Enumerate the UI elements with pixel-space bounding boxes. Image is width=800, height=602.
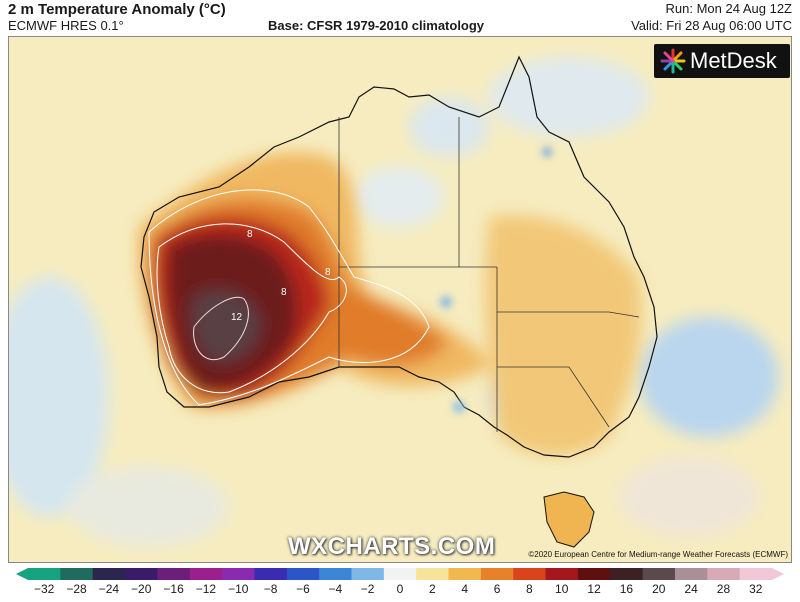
colorbar-segment — [383, 568, 417, 580]
colorbar-tick-label: −24 — [98, 582, 120, 596]
colorbar-tick-label: −2 — [360, 582, 375, 596]
australia-coastline — [140, 55, 658, 458]
colorbar-segment — [577, 568, 611, 580]
colorbar-tick-label: −10 — [228, 582, 249, 596]
contour-labels: 8 8 8 12 — [231, 229, 331, 323]
contour-label-12: 12 — [231, 312, 243, 323]
colorbar-segment — [513, 568, 547, 580]
colorbar-segment — [125, 568, 158, 580]
metdesk-starburst-icon — [660, 48, 686, 74]
colorbar-segment — [610, 568, 644, 580]
colorbar-segment — [222, 568, 256, 580]
colorbar-segment — [707, 568, 741, 580]
colorbar-left-arrow — [16, 568, 28, 580]
colorbar-segment — [480, 568, 514, 580]
inland-cool-spots — [440, 147, 552, 413]
colorbar-tick-label: −32 — [33, 582, 55, 596]
colorbar-tick-label: −16 — [163, 582, 184, 596]
colorbar-tick-label: 12 — [587, 582, 601, 596]
metdesk-logo-text: MetDesk — [690, 48, 777, 73]
state-borders — [338, 117, 640, 432]
colorbar-tick-label: 0 — [396, 582, 404, 596]
colorbar-segment — [157, 568, 191, 580]
colorbar-right-arrow — [772, 568, 784, 580]
colorbar-tick-label: 28 — [716, 582, 731, 596]
colorbar-segment — [642, 568, 676, 580]
colorbar-tick-label: 10 — [555, 582, 569, 596]
colorbar-tick-label: 4 — [461, 582, 469, 596]
colorbar-tick-label: −6 — [296, 582, 310, 596]
colorbar-segment — [351, 568, 385, 580]
contour-label-8: 8 — [281, 287, 287, 298]
colorbar-segment — [739, 568, 773, 580]
colorbar-tick-label: 20 — [652, 582, 666, 596]
tasmania-coastline — [543, 491, 595, 548]
colorbar-tick-label: −20 — [131, 582, 152, 596]
colorbar-segment — [189, 568, 223, 580]
colorbar-segment — [28, 568, 61, 580]
colorbar-tick-label: −12 — [195, 582, 217, 596]
wxcharts-watermark: WXCHARTS.COM — [288, 533, 496, 560]
anomaly-contours — [148, 189, 430, 406]
climatology-base-label: Base: CFSR 1979-2010 climatology — [268, 18, 485, 33]
chart-title: 2 m Temperature Anomaly (°C) — [8, 1, 226, 18]
colorbar-segment — [674, 568, 708, 580]
colorbar-segment — [286, 568, 320, 580]
colorbar — [16, 568, 784, 580]
colorbar-segment — [448, 568, 482, 580]
colorbar-segment — [92, 568, 126, 580]
metdesk-logo: MetDesk — [654, 44, 790, 78]
colorbar-tick-label: −8 — [263, 582, 278, 596]
ecmwf-copyright: ©2020 European Centre for Medium-range W… — [528, 550, 788, 559]
valid-time-label: Valid: Fri 28 Aug 06:00 UTC — [631, 18, 792, 33]
colorbar-tick-label: 24 — [684, 582, 698, 596]
contour-label-8: 8 — [325, 267, 331, 278]
colorbar-segment — [254, 568, 288, 580]
model-label: ECMWF HRES 0.1° — [8, 18, 124, 33]
colorbar-tick-label: 32 — [749, 582, 763, 596]
colorbar-ticks: −32 −28 −24 −20 −16 −12 −10 −8 −6 −4 −2 0 2 4 6 8 10 12 16… — [0, 582, 800, 600]
colorbar-segment — [545, 568, 579, 580]
colorbar-tick-label: 8 — [526, 582, 533, 596]
temperature-anomaly-map: 8 8 8 12 — [8, 36, 792, 563]
colorbar-segment — [60, 568, 94, 580]
colorbar-tick-label: −4 — [328, 582, 343, 596]
colorbar-segment — [319, 568, 353, 580]
contour-label-8: 8 — [247, 229, 253, 240]
colorbar-tick-label: −28 — [66, 582, 87, 596]
colorbar-tick-label: 16 — [619, 582, 634, 596]
run-time-label: Run: Mon 24 Aug 12Z — [665, 1, 792, 16]
colorbar-tick-label: 6 — [493, 582, 501, 596]
colorbar-segment — [416, 568, 450, 580]
warm-anomaly-layers — [138, 152, 642, 456]
colorbar-tick-label: 2 — [429, 582, 436, 596]
